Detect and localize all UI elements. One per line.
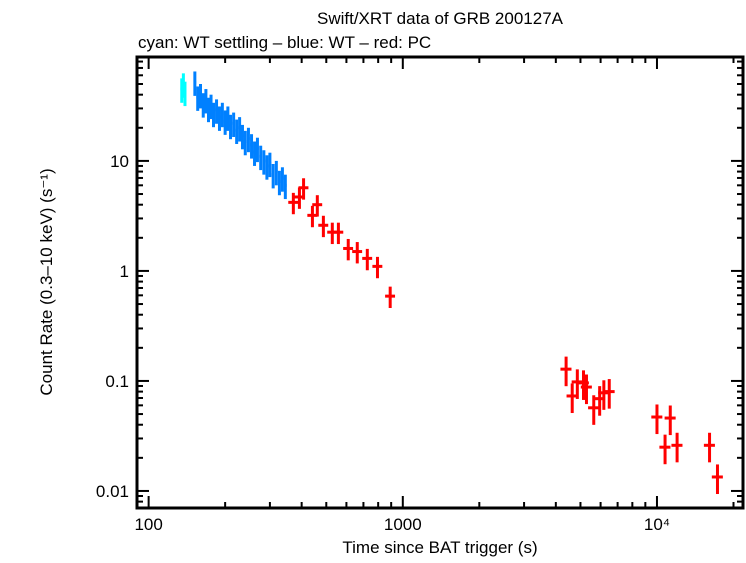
x-axis-label: Time since BAT trigger (s) [342,538,537,557]
data-point [199,84,203,109]
data-point [307,205,318,228]
data-point [343,238,354,261]
data-point [280,167,284,192]
y-axis-label: Count Rate (0.3–10 keV) (s⁻¹) [37,168,56,395]
data-point [229,114,233,140]
data-point [372,256,383,279]
x-tick-label: 100 [134,515,162,534]
chart-subtitle: cyan: WT settling – blue: WT – red: PC [138,33,431,52]
data-point [204,89,208,114]
chart-title: Swift/XRT data of GRB 200127A [317,9,564,28]
data-point [265,155,269,180]
data-point [288,192,299,215]
data-point [232,112,236,137]
data-point [566,383,578,414]
data-point [201,93,205,118]
data-point [333,222,344,245]
data-point [352,242,363,264]
data-point [235,119,239,144]
data-point [209,94,213,120]
data-point [274,160,278,186]
data-point [217,106,221,131]
x-tick-label: 1000 [384,515,422,534]
data-point [238,117,242,142]
data-point [196,86,200,111]
data-point [215,99,219,124]
plot-frame [135,55,745,510]
data-point [183,81,187,107]
data-point [580,374,592,405]
y-tick-label: 0.01 [96,482,129,501]
data-point [385,286,396,309]
data-point [271,163,275,189]
data-point [362,248,373,271]
data-point [603,379,615,409]
data-point [226,106,230,131]
data-point [206,97,210,123]
data-point [283,174,287,200]
data-point [240,124,244,150]
data-point [223,110,227,135]
x-tick-label: 10⁴ [644,515,670,534]
data-point [671,432,683,463]
data-point [711,464,723,495]
data-point [318,215,329,238]
data-point [246,127,250,153]
y-tick-label: 10 [110,152,129,171]
data-point [298,178,309,200]
data-point [560,356,572,387]
data-point [277,170,281,196]
data-point [664,405,676,436]
data-point [312,195,323,217]
data-point [193,71,197,96]
data-point [255,137,259,163]
data-point [588,395,600,425]
data-point [220,102,224,128]
data-point [259,145,263,171]
data-point [703,432,715,463]
data-point [262,150,266,175]
data-point [250,134,254,159]
y-tick-label: 0.1 [105,372,129,391]
data-point [212,102,216,128]
data-point [253,141,257,166]
data-point [659,434,671,465]
data-point [243,130,247,156]
data-point [651,404,663,435]
y-tick-label: 1 [120,262,129,281]
data-point [268,152,272,178]
